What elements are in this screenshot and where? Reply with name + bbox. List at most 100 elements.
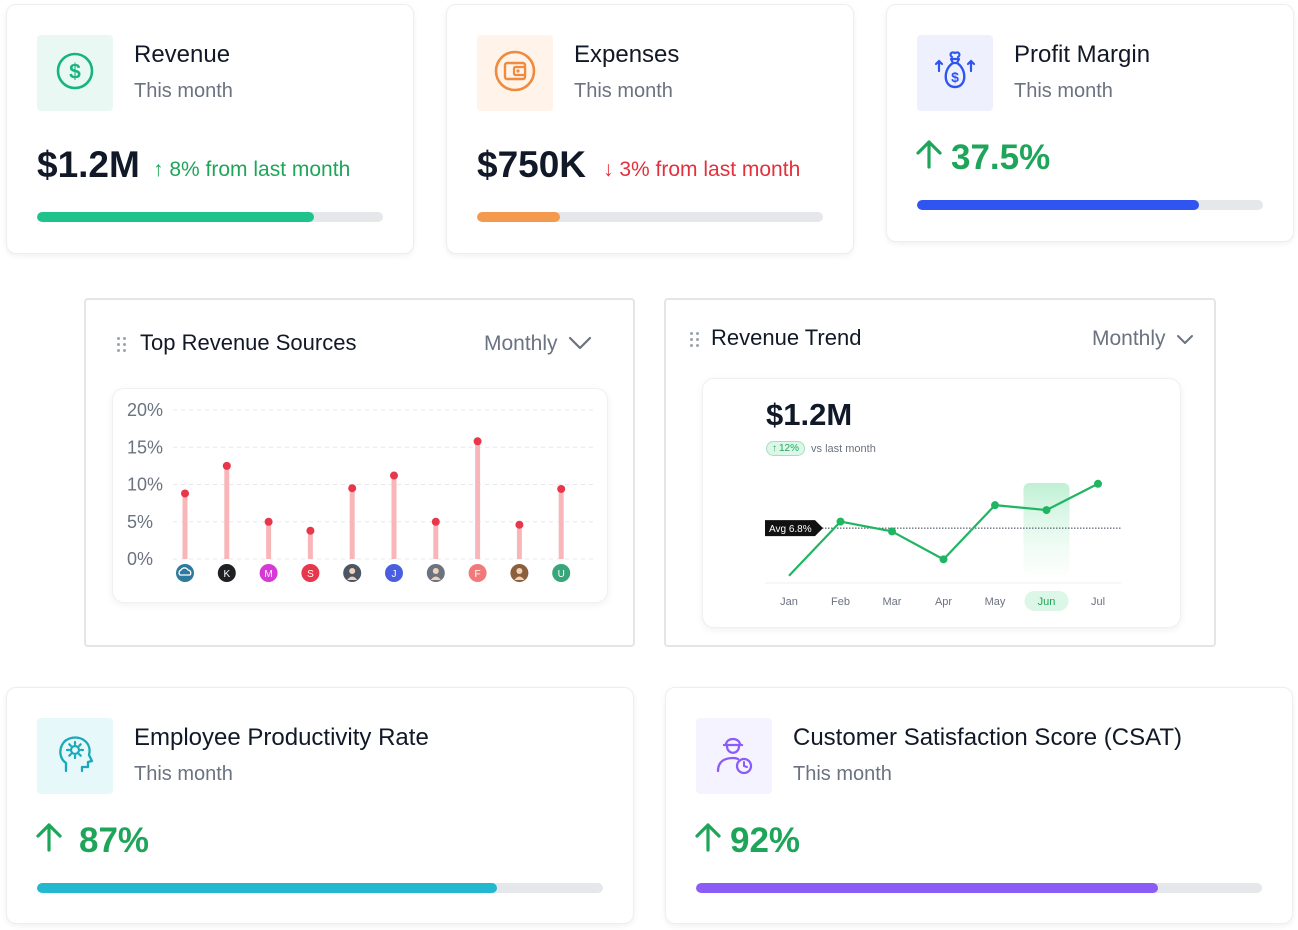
csat-value: 92% xyxy=(694,821,800,861)
profit-subtitle: This month xyxy=(1014,80,1113,102)
source-avatar-U xyxy=(552,564,571,582)
csat-progress-fill xyxy=(696,883,1158,893)
user-clock-icon xyxy=(711,731,757,782)
svg-text:$: $ xyxy=(951,69,959,85)
lollipop-dot xyxy=(264,517,273,526)
drag-handle-icon[interactable] xyxy=(690,332,700,348)
person-photo-body xyxy=(514,576,525,580)
highlight-label-pill xyxy=(1024,591,1069,611)
average-label-box xyxy=(765,520,823,537)
profit-value-text: 37.5% xyxy=(951,138,1051,177)
source-avatar-letter: J xyxy=(392,569,397,580)
arrow-up-icon: ↑ xyxy=(153,158,164,181)
revenue-card: $ Revenue This month $1.2M ↑ 8% from las… xyxy=(6,4,414,254)
head-gear-icon xyxy=(52,731,98,782)
expenses-value: $750K xyxy=(477,144,587,185)
expenses-card: Expenses This month $750K ↓ 3% from last… xyxy=(446,4,854,254)
lollipop-dot xyxy=(181,489,189,498)
money-bag-growth-icon: $ xyxy=(931,47,979,100)
period-label: Monthly xyxy=(484,332,558,355)
trend-badge-pill: ↑ 12% xyxy=(766,441,806,456)
lollipop-dot xyxy=(473,437,482,446)
revenue-value: $1.2M xyxy=(37,144,140,185)
wallet-icon xyxy=(492,48,538,99)
revenue-delta-text: 8% from last month xyxy=(169,158,351,181)
trend-point xyxy=(836,517,845,526)
profit-progress-fill xyxy=(917,200,1199,210)
chevron-down-icon xyxy=(568,332,592,356)
person-photo-icon xyxy=(349,568,356,574)
expenses-progress xyxy=(477,212,823,222)
productivity-progress-fill xyxy=(37,883,498,893)
trend-badge: ↑ 12% vs last month xyxy=(766,441,876,456)
source-avatar-S xyxy=(301,564,320,582)
revenue-title: Revenue xyxy=(134,41,231,68)
x-tick-label: Jul xyxy=(1091,596,1105,608)
profit-icon-box: $ xyxy=(917,35,993,111)
y-tick-label: 10% xyxy=(127,475,163,495)
csat-card: Customer Satisfaction Score (CSAT) This … xyxy=(665,687,1293,924)
productivity-icon-box xyxy=(37,718,113,794)
csat-progress xyxy=(696,883,1262,893)
arrow-up-icon xyxy=(35,821,63,861)
person-photo-body xyxy=(347,576,358,580)
source-avatar-letter: F xyxy=(475,569,481,580)
dollar-circle-icon: $ xyxy=(55,51,95,96)
lollipop-dot xyxy=(515,520,524,529)
x-tick-label: Jan xyxy=(780,596,798,608)
person-photo-body xyxy=(430,576,441,580)
top-revenue-sources-widget: Top Revenue Sources Monthly 20% 15% 10% 5% 0… xyxy=(84,298,635,647)
x-tick-label: Apr xyxy=(935,596,952,608)
productivity-value-text: 87% xyxy=(79,821,150,860)
expenses-subtitle: This month xyxy=(574,80,673,102)
trend-point xyxy=(939,555,948,564)
y-tick-label: 0% xyxy=(127,549,153,569)
productivity-card: Employee Productivity Rate This month 87… xyxy=(6,687,634,924)
csat-value-text: 92% xyxy=(730,821,801,860)
lollipop-dot xyxy=(557,484,566,493)
trend-badge-text: 12% xyxy=(779,443,800,454)
drag-handle-icon[interactable] xyxy=(117,337,127,353)
profit-value: 37.5% xyxy=(915,138,1050,178)
productivity-value: 87% xyxy=(35,821,149,861)
period-label: Monthly xyxy=(1092,327,1166,350)
lollipop-dot xyxy=(431,517,440,526)
revenue-icon-box: $ xyxy=(37,35,113,111)
svg-text:$: $ xyxy=(69,60,81,83)
expenses-icon-box xyxy=(477,35,553,111)
lollipop-dot xyxy=(390,471,398,480)
revenue-trend-period-dropdown[interactable]: Monthly xyxy=(1092,327,1194,351)
expenses-title: Expenses xyxy=(574,41,680,68)
arrow-up-icon: ↑ xyxy=(772,443,777,454)
revenue-progress xyxy=(37,212,383,222)
source-avatar-M xyxy=(259,564,278,582)
y-tick-label: 5% xyxy=(127,512,153,532)
chevron-down-icon xyxy=(1176,327,1194,351)
expenses-progress-fill xyxy=(477,212,561,222)
lollipop-dot xyxy=(222,461,231,470)
person-photo-icon xyxy=(516,568,523,574)
revenue-subtitle: This month xyxy=(134,80,233,102)
arrow-up-icon xyxy=(694,821,722,861)
productivity-progress xyxy=(37,883,603,893)
x-tick-label: Jun xyxy=(1038,596,1056,608)
revenue-sources-period-dropdown[interactable]: Monthly xyxy=(484,332,592,356)
source-avatar-letter: K xyxy=(223,569,230,580)
y-tick-label: 15% xyxy=(127,437,163,457)
revenue-sources-title: Top Revenue Sources xyxy=(140,330,357,355)
source-avatar-letter: S xyxy=(307,569,314,580)
trend-badge-suffix: vs last month xyxy=(811,442,876,455)
x-tick-label: Mar xyxy=(883,596,902,608)
revenue-sources-chart: 20% 15% 10% 5% 0% K M S J F U xyxy=(127,400,593,582)
arrow-down-icon: ↓ xyxy=(603,158,614,181)
profit-margin-card: $ Profit Margin This month 37.5% xyxy=(886,4,1294,242)
person-photo-icon xyxy=(432,568,439,574)
source-avatar-K xyxy=(217,564,236,582)
csat-icon-box xyxy=(696,718,772,794)
cloud-icon xyxy=(178,567,192,576)
source-avatar-letter: U xyxy=(558,569,565,580)
trend-point xyxy=(991,501,999,510)
productivity-subtitle: This month xyxy=(134,763,233,785)
average-label: Avg 6.8% xyxy=(769,524,812,535)
trend-value: $1.2M xyxy=(766,397,853,432)
